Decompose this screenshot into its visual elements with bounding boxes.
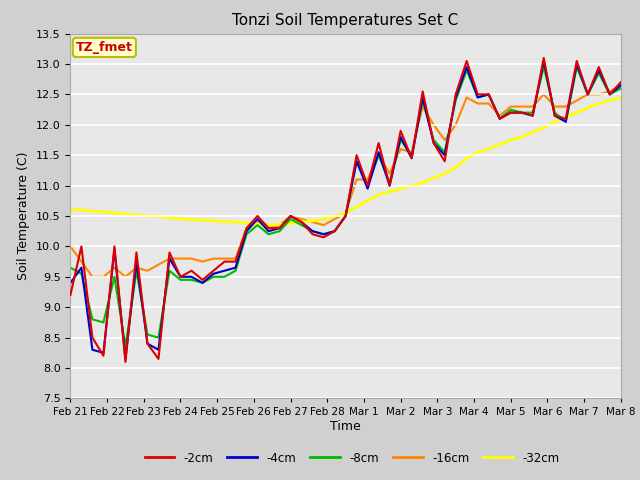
Title: Tonzi Soil Temperatures Set C: Tonzi Soil Temperatures Set C <box>232 13 459 28</box>
Legend: -2cm, -4cm, -8cm, -16cm, -32cm: -2cm, -4cm, -8cm, -16cm, -32cm <box>140 447 564 469</box>
Y-axis label: Soil Temperature (C): Soil Temperature (C) <box>17 152 30 280</box>
Text: TZ_fmet: TZ_fmet <box>76 41 132 54</box>
X-axis label: Time: Time <box>330 420 361 433</box>
